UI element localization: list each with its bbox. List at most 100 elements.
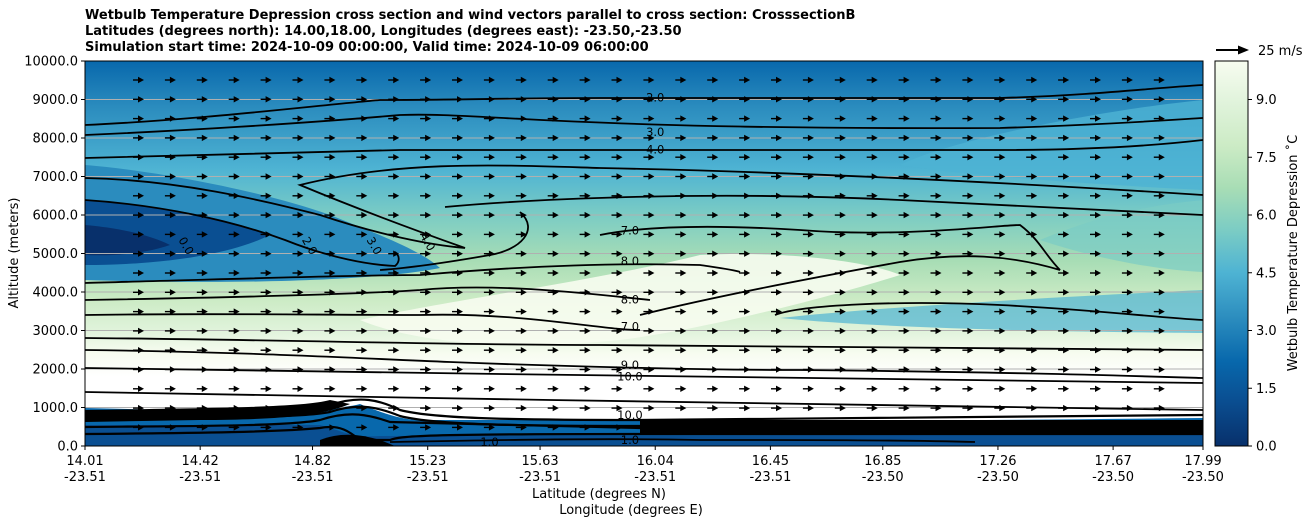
wind-vector-arrow [930,154,942,161]
wind-vector-arrow [260,289,272,296]
wind-vector-arrow [707,134,719,142]
wind-vector-arrow [1026,231,1038,238]
wind-vector-arrow [643,154,655,161]
contour-label: 10.0 [617,370,643,384]
wind-vector-arrow [930,134,942,142]
wind-vector-arrow [547,366,559,373]
wind-vector-arrow [962,269,974,277]
title-line-1: Wetbulb Temperature Depression cross sec… [85,8,856,23]
wind-vector-arrow [356,231,368,238]
wind-vector-arrow [739,173,751,180]
wind-vector-arrow [611,308,623,315]
wind-vector-arrow [1121,404,1133,412]
wind-vector-arrow [834,115,846,122]
wind-vector-arrow [483,424,495,431]
wind-vector-arrow [771,366,782,373]
wind-vector-arrow [164,404,176,412]
wind-vector-arrow [930,269,942,277]
x-tick-label-lon: -23.51 [407,470,449,485]
wind-vector-arrow [133,289,144,296]
wind-vector-arrow [196,231,208,238]
wind-vector-arrow [547,269,559,277]
wind-vector-arrow [228,154,240,161]
wind-vector-arrow [962,134,974,142]
wind-vector-arrow [196,366,208,373]
x-tick-label-lat: 14.01 [66,454,103,469]
wind-vector-arrow [547,115,559,122]
colorbar-tick-label: 9.0 [1256,93,1277,108]
wind-vector-arrow [452,289,463,296]
wind-vector-arrow [1058,269,1070,277]
wind-vector-arrow [643,289,655,296]
wind-vector-arrow [1026,366,1038,373]
wind-vector-arrow [930,424,942,431]
vector-key-arrowhead [1238,45,1249,55]
wind-vector-arrow [1153,115,1165,122]
wind-vector-arrow [1090,76,1101,84]
wind-vector-arrow [388,115,400,122]
wind-vector-arrow [292,308,304,315]
wind-vector-arrow [866,115,878,122]
wind-vector-arrow [420,327,432,335]
wind-vector-arrow [1026,385,1038,392]
wind-vector-arrow [452,424,463,431]
colorbar-tick-label: 6.0 [1256,209,1277,224]
wind-vector-arrow [388,192,400,199]
wind-vector-arrow [483,289,495,296]
wind-vector-arrow [579,404,591,412]
wind-vector-arrow [1026,96,1038,103]
wind-vector-arrow [133,250,144,257]
wind-vector-arrow [898,327,910,335]
wind-vector-arrow [324,366,336,373]
wind-vector-arrow [388,173,400,180]
wind-vector-arrow [866,76,878,84]
wind-vector-arrow [707,76,719,84]
wind-vector-arrow [1153,308,1165,315]
wind-vector-arrow [962,76,974,84]
wind-vector-arrow [866,308,878,315]
wind-vector-arrow [611,385,623,392]
wind-vector-arrow [1121,173,1133,180]
colorbar-label: Wetbulb Temperature Depression ˚C [1285,135,1301,372]
wind-vector-arrow [930,347,942,354]
wind-vector-arrow [133,192,144,199]
wind-vector-arrow [771,327,782,335]
wind-vector-arrow [739,308,751,315]
wind-vector-arrow [611,366,623,373]
wind-vector-arrow [133,404,144,412]
wind-vector-arrow [133,96,144,103]
wind-vector-arrow [196,76,208,84]
wind-vector-arrow [579,385,591,392]
wind-vector-arrow [515,424,527,431]
wind-vector-arrow [1153,424,1165,431]
colorbar-gradient [1214,60,1249,447]
wind-vector-arrow [547,347,559,354]
wind-vector-arrow [771,134,782,142]
wind-vector-arrow [1058,76,1070,84]
wind-vector-arrow [1121,154,1133,161]
wind-vector-arrow [420,154,432,161]
wind-vector-arrow [1058,231,1070,238]
wind-vector-arrow [1058,347,1070,354]
wind-vector-arrow [1058,250,1070,257]
wind-vector-arrow [1090,154,1101,161]
wind-vector-arrow [260,115,272,122]
wind-vector-arrow [483,96,495,103]
wind-vector-arrow [164,289,176,296]
wind-vector-arrow [324,404,336,412]
wind-vector-arrow [515,134,527,142]
wind-vector-arrow [1058,424,1070,431]
x-tick-label-lon: -23.50 [1182,470,1224,485]
wind-vector-arrow [228,96,240,103]
wind-vector-arrow [196,134,208,142]
wind-vector-arrow [1026,289,1038,296]
wind-vector-arrow [228,347,240,354]
wind-vector-arrow [292,347,304,354]
wind-vector-arrow [739,192,751,199]
wind-vector-arrow [1026,250,1038,257]
wind-vector-arrow [388,385,400,392]
wind-vector-arrow [643,192,655,199]
wind-vector-arrow [771,192,782,199]
wind-vector-arrow [866,404,878,412]
wind-vector-arrow [611,424,623,431]
